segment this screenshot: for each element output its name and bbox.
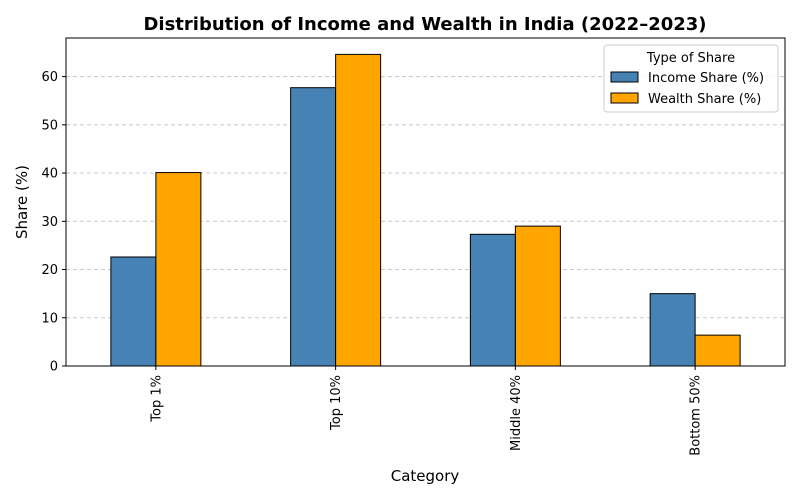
- bar-income-2: [469, 233, 516, 367]
- y-tick-label: 20: [41, 263, 58, 278]
- y-tick-label: 0: [50, 360, 58, 375]
- y-axis-label: Share (%): [13, 165, 31, 239]
- y-tick-label: 60: [41, 70, 58, 85]
- bar-wealth-2: [514, 225, 561, 367]
- legend-title: Type of Share: [646, 51, 735, 66]
- legend-swatch: [610, 71, 639, 83]
- x-axis-label: Category: [391, 467, 460, 485]
- legend-label: Wealth Share (%): [648, 92, 761, 107]
- x-axis-ticks: Top 1% Top 10% Middle 40% Bottom 50%: [149, 366, 704, 456]
- legend-swatch: [610, 92, 639, 104]
- legend-box: [603, 44, 779, 113]
- legend-label: Income Share (%): [648, 71, 764, 86]
- y-axis-ticks: 0 10 20 30 40 50 60: [41, 70, 66, 375]
- legend: Type of Share Income Share (%) Wealth Sha…: [603, 44, 779, 113]
- bar-income-3: [649, 293, 696, 367]
- bar-wealth-1: [335, 53, 382, 367]
- bar-wealth-3: [694, 334, 741, 367]
- x-tick-label: Bottom 50%: [689, 375, 704, 456]
- plot-frame: [65, 37, 786, 367]
- y-tick-label: 40: [41, 167, 58, 182]
- bar-wealth-0: [155, 172, 202, 367]
- x-tick-label: Top 1%: [149, 375, 164, 423]
- bar-income-0: [110, 256, 157, 367]
- x-tick-label: Top 10%: [329, 375, 344, 431]
- y-tick-label: 10: [41, 311, 58, 326]
- bar-income-1: [290, 87, 337, 367]
- x-tick-label: Middle 40%: [509, 375, 524, 451]
- y-tick-label: 50: [41, 118, 58, 133]
- chart-title: Distribution of Income and Wealth in Ind…: [143, 14, 706, 35]
- y-tick-label: 30: [41, 215, 58, 230]
